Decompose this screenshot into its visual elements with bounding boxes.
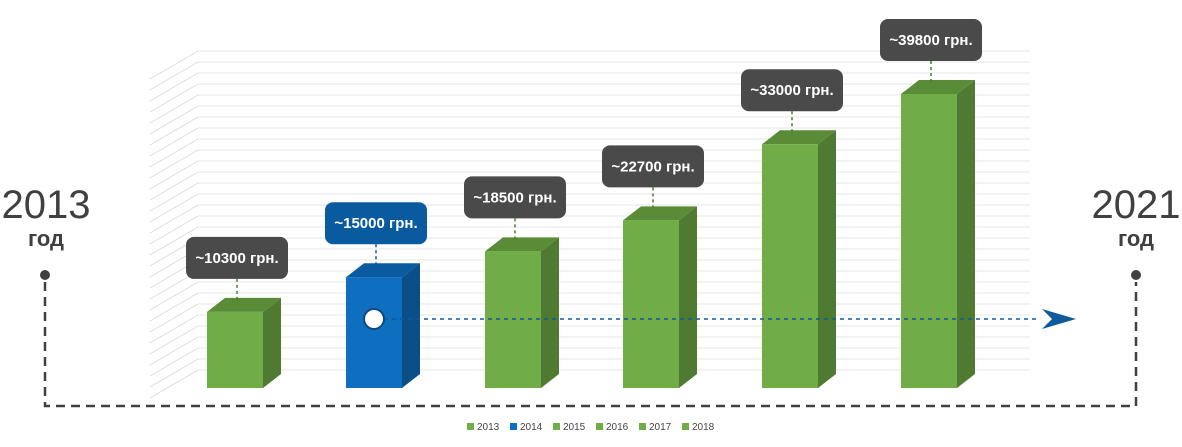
bar-top xyxy=(901,80,975,94)
grid-line xyxy=(149,61,199,91)
legend: 2013 2014 2015 2016 2017 2018 xyxy=(467,422,715,433)
grid-line xyxy=(149,303,199,333)
marker-circle-icon xyxy=(363,308,385,330)
end-year-unit: год xyxy=(1118,226,1154,251)
end-year: 2021 xyxy=(1092,183,1181,227)
bar-top xyxy=(346,263,420,278)
grid-line xyxy=(149,105,199,135)
arrow-head-icon xyxy=(1042,309,1076,329)
legend-swatch xyxy=(553,423,560,430)
legend-swatch xyxy=(682,423,689,430)
legend-swatch xyxy=(596,423,603,430)
bar-top xyxy=(623,206,697,221)
grid-line xyxy=(149,292,199,322)
grid-line xyxy=(149,160,199,190)
progress-marker xyxy=(363,308,1076,330)
timeline-line xyxy=(43,282,1138,408)
value-labels: ~10300 грн. ~15000 грн. ~18500 грн. ~22700 … xyxy=(186,19,982,300)
bar-top xyxy=(207,297,281,312)
grid-line xyxy=(149,171,199,201)
grid-line xyxy=(149,138,199,168)
bar-side xyxy=(541,237,559,388)
grid-line xyxy=(149,127,199,157)
grid-line xyxy=(149,193,199,223)
value-label: ~39800 грн. xyxy=(889,32,972,49)
value-label: ~18500 грн. xyxy=(473,189,556,206)
value-label-box xyxy=(186,236,288,279)
legend-label: 2018 xyxy=(692,422,715,433)
value-label: ~22700 грн. xyxy=(611,158,694,175)
grid-line xyxy=(149,182,199,212)
grid-line xyxy=(149,358,199,388)
timeline-start-dot-icon xyxy=(40,270,50,280)
value-label-box xyxy=(325,202,427,245)
grid-line xyxy=(149,72,199,102)
legend-swatch xyxy=(467,423,474,430)
grid-line xyxy=(149,215,199,245)
legend-label: 2017 xyxy=(649,422,672,433)
legend-swatch xyxy=(510,423,517,430)
bar-top xyxy=(762,130,836,145)
grid-line xyxy=(149,94,199,124)
bar-side xyxy=(679,206,697,388)
grid-line xyxy=(149,336,199,366)
bar-2016 xyxy=(623,206,697,388)
bars xyxy=(207,80,975,389)
grid-line xyxy=(149,226,199,256)
bar-side xyxy=(818,130,836,389)
bar-2013 xyxy=(207,297,281,388)
value-label: ~10300 грн. xyxy=(195,250,278,267)
grid-line xyxy=(149,83,199,113)
value-label-box xyxy=(741,69,843,112)
bar-top xyxy=(485,237,559,252)
timeline xyxy=(40,270,1141,408)
legend-label: 2013 xyxy=(477,422,500,433)
value-label-box xyxy=(602,145,704,188)
legend-label: 2014 xyxy=(520,422,543,433)
bar-side xyxy=(402,263,420,388)
grid-line xyxy=(149,281,199,311)
bar-2015 xyxy=(485,237,559,388)
chart-grid xyxy=(149,50,1030,399)
value-label: ~33000 грн. xyxy=(750,82,833,99)
bar-2014 xyxy=(346,263,420,388)
bar-front xyxy=(623,220,679,388)
timeline-end-dot-icon xyxy=(1131,270,1141,280)
start-year: 2013 xyxy=(2,183,91,227)
value-label-box xyxy=(464,176,566,219)
bar-2017 xyxy=(762,130,836,389)
bar-front xyxy=(901,94,957,388)
grid-line xyxy=(149,325,199,355)
grid-line xyxy=(149,116,199,146)
grid-line xyxy=(149,204,199,234)
start-year-unit: год xyxy=(28,226,64,251)
legend-swatch xyxy=(639,423,646,430)
legend-label: 2015 xyxy=(563,422,586,433)
legend-label: 2016 xyxy=(606,422,629,433)
value-label-box xyxy=(880,19,982,61)
bar-front xyxy=(207,311,263,388)
grid-line xyxy=(149,369,199,399)
bar-side xyxy=(263,297,281,388)
grid-line xyxy=(149,314,199,344)
grid-line xyxy=(149,50,199,80)
grid-line xyxy=(149,149,199,179)
value-label: ~15000 грн. xyxy=(334,215,417,232)
bar-side xyxy=(957,80,975,388)
bar-2018 xyxy=(901,80,975,388)
bar-front xyxy=(762,144,818,388)
bar-front xyxy=(346,277,402,388)
grid-line xyxy=(149,347,199,377)
